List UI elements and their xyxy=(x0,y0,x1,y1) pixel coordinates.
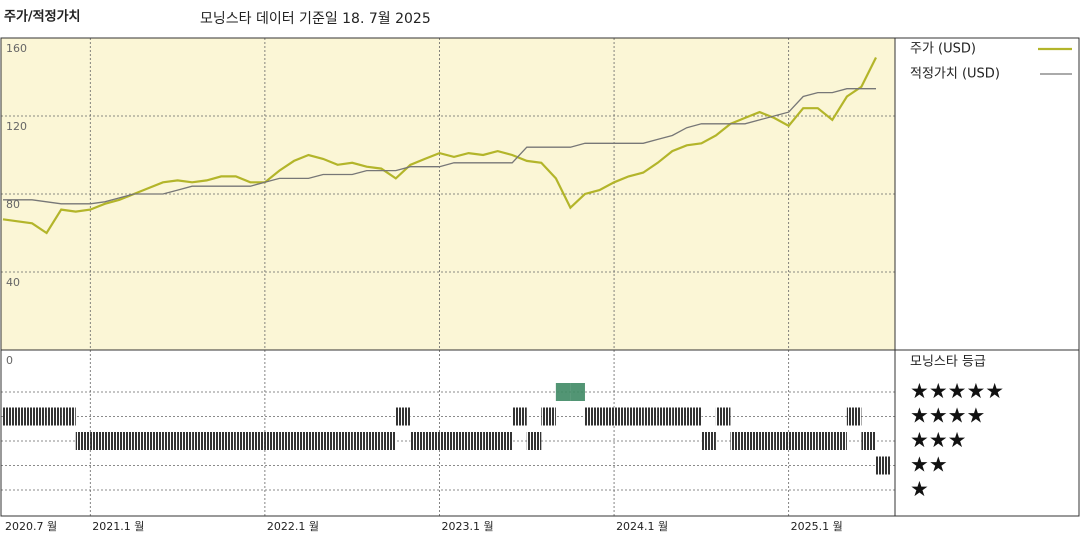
rating-bar xyxy=(395,407,411,426)
rating-bar xyxy=(512,407,527,426)
rating-bar xyxy=(46,407,62,426)
rating-bar xyxy=(32,407,47,426)
rating-bar xyxy=(817,432,833,450)
rating-bar xyxy=(483,432,498,450)
rating-bar xyxy=(861,432,876,450)
x-tick-label: 2020.7 월 xyxy=(5,520,57,533)
y-tick-label: 160 xyxy=(6,42,27,55)
rating-bar xyxy=(308,432,324,450)
x-tick-label: 2025.1 월 xyxy=(791,520,843,533)
rating-bar xyxy=(803,432,818,450)
rating-title: 모닝스타 등급 xyxy=(910,355,986,370)
rating-bar xyxy=(468,432,484,450)
rating-bar xyxy=(3,407,18,426)
rating-bar xyxy=(526,432,542,450)
rating-bar xyxy=(337,432,353,450)
series-line xyxy=(3,88,876,205)
rating-label: ★★★★★ xyxy=(910,379,1004,403)
rating-bar xyxy=(90,432,105,450)
rating-bar xyxy=(352,432,367,450)
rating-bar xyxy=(250,432,265,450)
y-tick-label: 80 xyxy=(6,198,20,211)
rating-bar xyxy=(366,432,382,450)
x-tick-label: 2022.1 월 xyxy=(267,520,319,533)
rating-label: ★★★★ xyxy=(910,404,985,428)
rating-bar xyxy=(686,407,702,426)
chart-title: 주가/적정가치 xyxy=(4,9,81,25)
rating-bar xyxy=(264,432,280,450)
rating-bar xyxy=(424,432,440,450)
rating-bar xyxy=(774,432,789,450)
rating-bar xyxy=(759,432,775,450)
rating-label: ★★ xyxy=(910,453,948,477)
rating-bar xyxy=(584,407,600,426)
rating-bar xyxy=(599,407,615,426)
rating-bar xyxy=(454,432,469,450)
rating-bar xyxy=(643,407,658,426)
rating-bar xyxy=(614,407,629,426)
y-tick-label: 0 xyxy=(6,354,13,367)
rating-bar xyxy=(206,432,222,450)
x-tick-label: 2024.1 월 xyxy=(616,520,668,533)
rating-bar xyxy=(75,432,91,450)
legend-label: 주가 (USD) xyxy=(910,42,976,57)
rating-bar xyxy=(279,432,294,450)
rating-bar xyxy=(570,383,585,401)
rating-bar xyxy=(730,432,746,450)
rating-bar xyxy=(657,407,673,426)
rating-bar xyxy=(410,432,425,450)
rating-bar xyxy=(497,432,513,450)
rating-bar xyxy=(715,407,731,426)
y-tick-label: 120 xyxy=(6,120,27,133)
rating-bar xyxy=(701,432,716,450)
rating-bar xyxy=(555,383,571,401)
chart-subtitle: 모닝스타 데이터 기준일 18. 7월 2025 xyxy=(200,11,431,27)
rating-bar xyxy=(17,407,33,426)
rating-bar xyxy=(846,407,862,426)
rating-bar xyxy=(788,432,804,450)
legend-label: 적정가치 (USD) xyxy=(910,67,1000,82)
rating-bar xyxy=(381,432,396,450)
rating-bar xyxy=(875,456,891,475)
x-tick-label: 2021.1 월 xyxy=(92,520,144,533)
rating-bar xyxy=(439,432,455,450)
rating-bar xyxy=(628,407,644,426)
frame xyxy=(0,37,1080,517)
y-tick-label: 40 xyxy=(6,276,20,289)
rating-bar xyxy=(745,432,760,450)
rating-bar xyxy=(192,432,207,450)
rating-bar xyxy=(163,432,178,450)
rating-bar xyxy=(148,432,164,450)
x-tick-label: 2023.1 월 xyxy=(441,520,493,533)
rating-label: ★ xyxy=(910,477,929,501)
rating-bar xyxy=(221,432,236,450)
rating-bar xyxy=(541,407,556,426)
rating-bar xyxy=(133,432,149,450)
rating-bar xyxy=(177,432,193,450)
rating-label: ★★★ xyxy=(910,428,966,452)
rating-bar xyxy=(323,432,338,450)
rating-bar xyxy=(104,432,120,450)
rating-bar xyxy=(235,432,251,450)
rating-bar xyxy=(119,432,134,450)
plot-layer: 0 40 80 120 160 2020.7 월 2021.1 월 2022.1 월 2023.… xyxy=(1,38,1072,533)
rating-bar xyxy=(61,407,76,426)
rating-bar xyxy=(672,407,687,426)
rating-bar xyxy=(832,432,847,450)
rating-bar xyxy=(293,432,309,450)
